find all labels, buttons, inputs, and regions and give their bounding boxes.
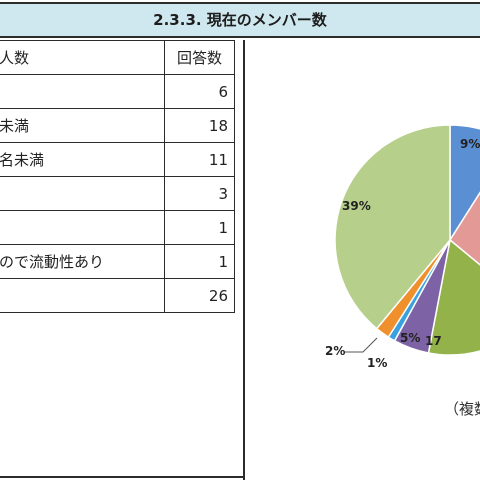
pie-slice <box>334 124 451 330</box>
header-label: 人数 <box>0 40 165 75</box>
row-label: 未満 <box>0 108 165 143</box>
chart-note: （複数 <box>444 400 480 418</box>
total-label <box>0 278 165 313</box>
member-count-table: 人数 回答数 6 未満 18 名未満 11 3 1 <box>0 40 242 313</box>
row-label <box>0 176 165 211</box>
table-total-row: 26 <box>0 278 235 313</box>
row-count: 6 <box>164 74 235 109</box>
row-label: 名未満 <box>0 142 165 177</box>
table-header-row: 人数 回答数 <box>0 40 235 75</box>
pie-chart-area: 9% 17 5% 1% 2% 39% <box>245 40 480 480</box>
table-row: 6 <box>0 74 235 109</box>
table-row: 3 <box>0 176 235 211</box>
section-title: 2.3.3. 現在のメンバー数 <box>0 2 480 38</box>
bottom-border <box>0 476 244 478</box>
pie-chart: 9% 17 5% 1% 2% 39% <box>325 124 480 370</box>
row-count: 1 <box>164 244 235 279</box>
slice-label: 1% <box>367 356 387 370</box>
row-count: 18 <box>164 108 235 143</box>
slice-label: 9% <box>460 137 480 151</box>
table-row: 未満 18 <box>0 108 235 143</box>
pie-slice <box>427 238 480 356</box>
pie-slice <box>449 191 480 266</box>
slice-label: 2% <box>325 344 345 358</box>
table-row: ので流動性あり 1 <box>0 244 235 279</box>
table-row: 名未満 11 <box>0 142 235 177</box>
table-row: 1 <box>0 210 235 245</box>
slice-label: 5% <box>400 331 420 345</box>
row-label: ので流動性あり <box>0 244 165 279</box>
row-count: 3 <box>164 176 235 211</box>
column-divider <box>243 40 245 480</box>
slice-label: 39% <box>342 199 371 213</box>
row-label <box>0 210 165 245</box>
row-label <box>0 74 165 109</box>
slice-label: 17 <box>425 334 442 348</box>
header-count: 回答数 <box>164 40 235 75</box>
row-count: 1 <box>164 210 235 245</box>
leader-line <box>345 337 378 353</box>
row-count: 11 <box>164 142 235 177</box>
total-count: 26 <box>164 278 235 313</box>
